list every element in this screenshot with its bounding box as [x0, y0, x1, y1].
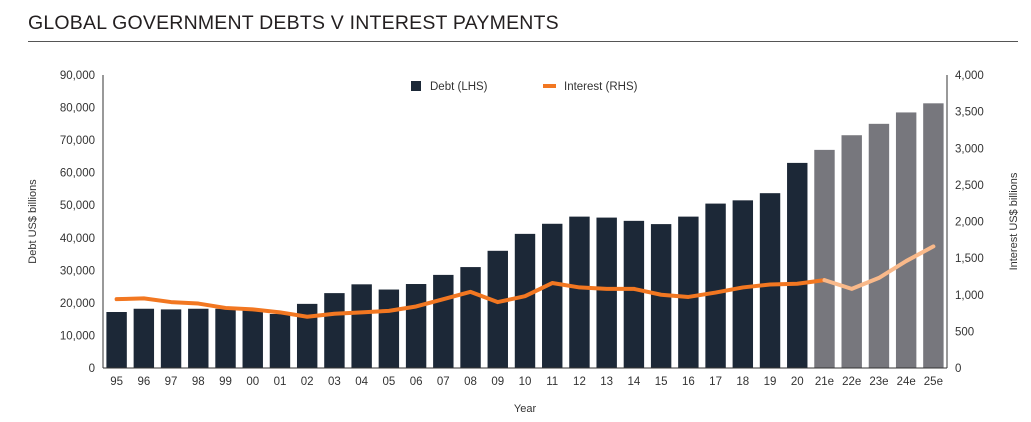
y-tick-right-0: 0 — [955, 363, 961, 375]
legend-debt-swatch — [411, 81, 421, 91]
x-tick-17: 17 — [709, 376, 722, 388]
x-tick-22e: 22e — [842, 376, 861, 388]
bar-23e — [868, 123, 890, 368]
legend-interest-label: Interest (RHS) — [564, 81, 638, 93]
bar-17 — [705, 203, 726, 368]
bar-19 — [759, 193, 781, 368]
bar-97 — [160, 309, 182, 368]
bar-04 — [351, 284, 372, 368]
x-tick-00: 00 — [246, 376, 259, 388]
bar-96 — [133, 308, 155, 368]
bar-06 — [405, 284, 427, 368]
y-axis-label-right: Interest US$ billions — [1008, 172, 1020, 270]
x-tick-14: 14 — [628, 376, 641, 388]
y-tick-right-8: 4,000 — [955, 70, 984, 82]
y-tick-left-4: 40,000 — [60, 233, 95, 245]
bar-10 — [514, 233, 536, 368]
bar-13 — [596, 217, 617, 368]
y-tick-right-4: 2,000 — [955, 217, 984, 229]
x-tick-18: 18 — [736, 376, 749, 388]
bar-08 — [460, 267, 481, 368]
y-tick-left-0: 0 — [89, 363, 95, 375]
bar-95 — [106, 312, 127, 368]
bar-01 — [269, 313, 291, 368]
x-tick-03: 03 — [328, 376, 341, 388]
y-tick-left-2: 20,000 — [60, 298, 95, 310]
interest-line — [114, 278, 827, 319]
title-divider — [28, 41, 1018, 42]
x-tick-16: 16 — [682, 376, 695, 388]
x-tick-23e: 23e — [869, 376, 888, 388]
y-tick-right-2: 1,000 — [955, 290, 984, 302]
bar-07 — [433, 274, 454, 368]
x-tick-07: 07 — [437, 376, 450, 388]
bar-05 — [378, 289, 400, 368]
bar-09 — [487, 250, 508, 368]
x-tick-04: 04 — [355, 376, 368, 388]
y-axis-label-left: Debt US$ billions — [27, 179, 39, 264]
bar-21e — [814, 149, 835, 368]
bar-25e — [923, 103, 944, 368]
bar-98 — [188, 308, 209, 368]
x-tick-11: 11 — [546, 376, 558, 388]
y-tick-left-6: 60,000 — [60, 168, 95, 180]
x-tick-06: 06 — [410, 376, 423, 388]
bar-18 — [732, 200, 754, 368]
y-tick-right-7: 3,500 — [955, 107, 984, 119]
bar-00 — [242, 310, 263, 368]
bar-99 — [215, 308, 236, 368]
x-tick-25e: 25e — [924, 376, 943, 388]
x-tick-99: 99 — [219, 376, 232, 388]
bar-14 — [623, 220, 645, 368]
x-tick-21e: 21e — [815, 376, 834, 388]
bar-12 — [569, 216, 590, 368]
x-tick-97: 97 — [165, 376, 178, 388]
bar-24e — [895, 112, 917, 368]
y-tick-right-6: 3,000 — [955, 143, 984, 155]
bar-20 — [787, 162, 808, 368]
y-tick-right-1: 500 — [955, 326, 974, 338]
x-tick-02: 02 — [301, 376, 314, 388]
bar-22e — [841, 135, 862, 368]
x-tick-09: 09 — [491, 376, 504, 388]
x-tick-15: 15 — [655, 376, 668, 388]
legend-debt-label: Debt (LHS) — [430, 81, 488, 93]
x-tick-20: 20 — [791, 376, 804, 388]
bar-02 — [296, 303, 318, 368]
x-tick-95: 95 — [110, 376, 123, 388]
y-tick-left-9: 90,000 — [60, 70, 95, 82]
x-tick-10: 10 — [519, 376, 532, 388]
bar-03 — [324, 293, 345, 368]
x-tick-12: 12 — [573, 376, 586, 388]
chart-title: GLOBAL GOVERNMENT DEBTS V INTEREST PAYME… — [28, 12, 559, 34]
y-tick-left-3: 30,000 — [60, 265, 95, 277]
bar-16 — [678, 216, 699, 368]
x-tick-24e: 24e — [897, 376, 916, 388]
bar-11 — [542, 223, 563, 368]
y-tick-left-5: 50,000 — [60, 200, 95, 212]
y-tick-right-5: 2,500 — [955, 180, 984, 192]
x-tick-19: 19 — [764, 376, 777, 388]
x-tick-98: 98 — [192, 376, 205, 388]
x-tick-01: 01 — [274, 376, 287, 388]
x-tick-08: 08 — [464, 376, 477, 388]
y-tick-right-3: 1,500 — [955, 253, 984, 265]
y-tick-left-1: 10,000 — [60, 330, 95, 342]
x-axis-label: Year — [514, 403, 537, 415]
interest-forecast-line — [822, 244, 936, 291]
x-tick-05: 05 — [382, 376, 395, 388]
y-tick-left-7: 70,000 — [60, 135, 95, 147]
x-tick-96: 96 — [137, 376, 150, 388]
y-tick-left-8: 80,000 — [60, 103, 95, 115]
x-tick-13: 13 — [600, 376, 613, 388]
